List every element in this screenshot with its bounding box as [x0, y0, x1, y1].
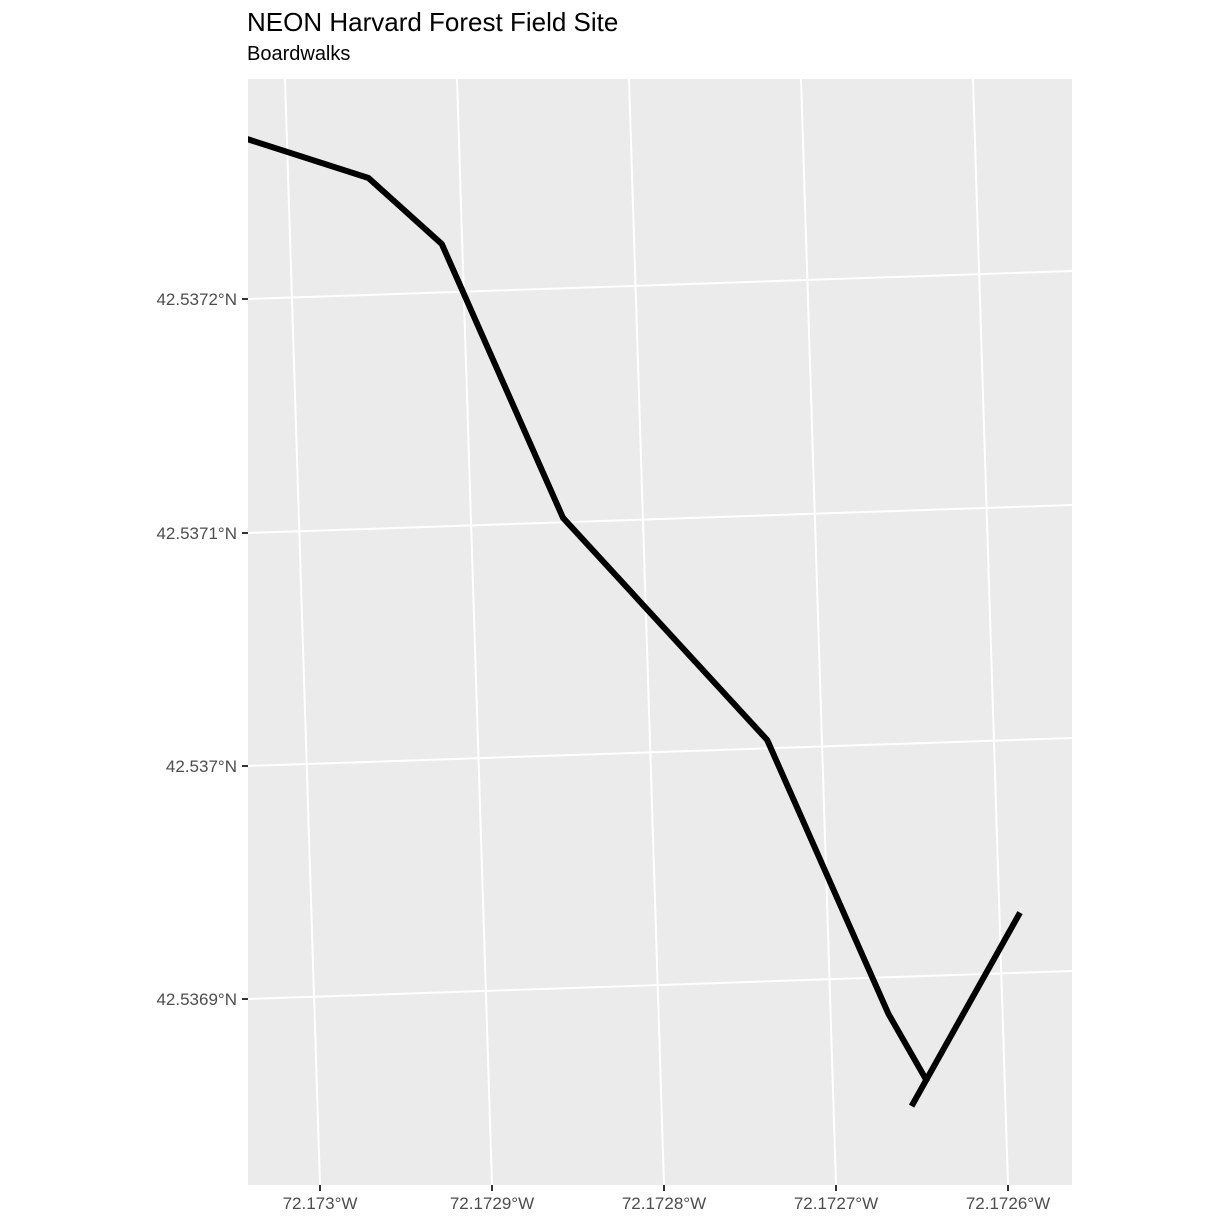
- axis-ticks: [242, 298, 1009, 1191]
- x-tick-label: 72.1728°W: [622, 1194, 706, 1213]
- map-subtitle: Boardwalks: [247, 43, 351, 65]
- graticule-latitude-line: [248, 737, 1072, 767]
- graticule-longitude-line: [456, 79, 493, 1185]
- y-tick-label: 42.5372°N: [156, 290, 237, 309]
- graticule-latitude-line: [248, 970, 1072, 1000]
- x-tick-label: 72.1727°W: [794, 1194, 878, 1213]
- x-tick-label: 72.1726°W: [966, 1194, 1050, 1213]
- graticule-gridlines: [248, 79, 1072, 1185]
- boardwalk-line: [908, 911, 1023, 1108]
- graticule-latitude-line: [248, 504, 1072, 534]
- boardwalk-line: [248, 136, 930, 1084]
- graticule-longitude-line: [972, 79, 1009, 1185]
- y-tick-label: 42.5371°N: [156, 524, 237, 543]
- x-tick-label: 72.1729°W: [450, 1194, 534, 1213]
- y-tick-label: 42.537°N: [166, 757, 237, 776]
- graticule-longitude-line: [800, 79, 837, 1185]
- map-title: NEON Harvard Forest Field Site: [247, 7, 619, 37]
- graticule-longitude-line: [284, 79, 321, 1185]
- y-tick-label: 42.5369°N: [156, 990, 237, 1009]
- boardwalk-lines: [248, 136, 1023, 1108]
- x-tick-label: 72.173°W: [283, 1194, 358, 1213]
- graticule-longitude-line: [628, 79, 665, 1185]
- graticule-latitude-line: [248, 270, 1072, 300]
- x-axis-tick-labels: 72.173°W 72.1729°W 72.1728°W 72.1727°W 7…: [283, 1194, 1051, 1213]
- map-panel-background: [248, 79, 1072, 1185]
- y-axis-tick-labels: 42.5372°N 42.5371°N 42.537°N 42.5369°N: [156, 290, 237, 1009]
